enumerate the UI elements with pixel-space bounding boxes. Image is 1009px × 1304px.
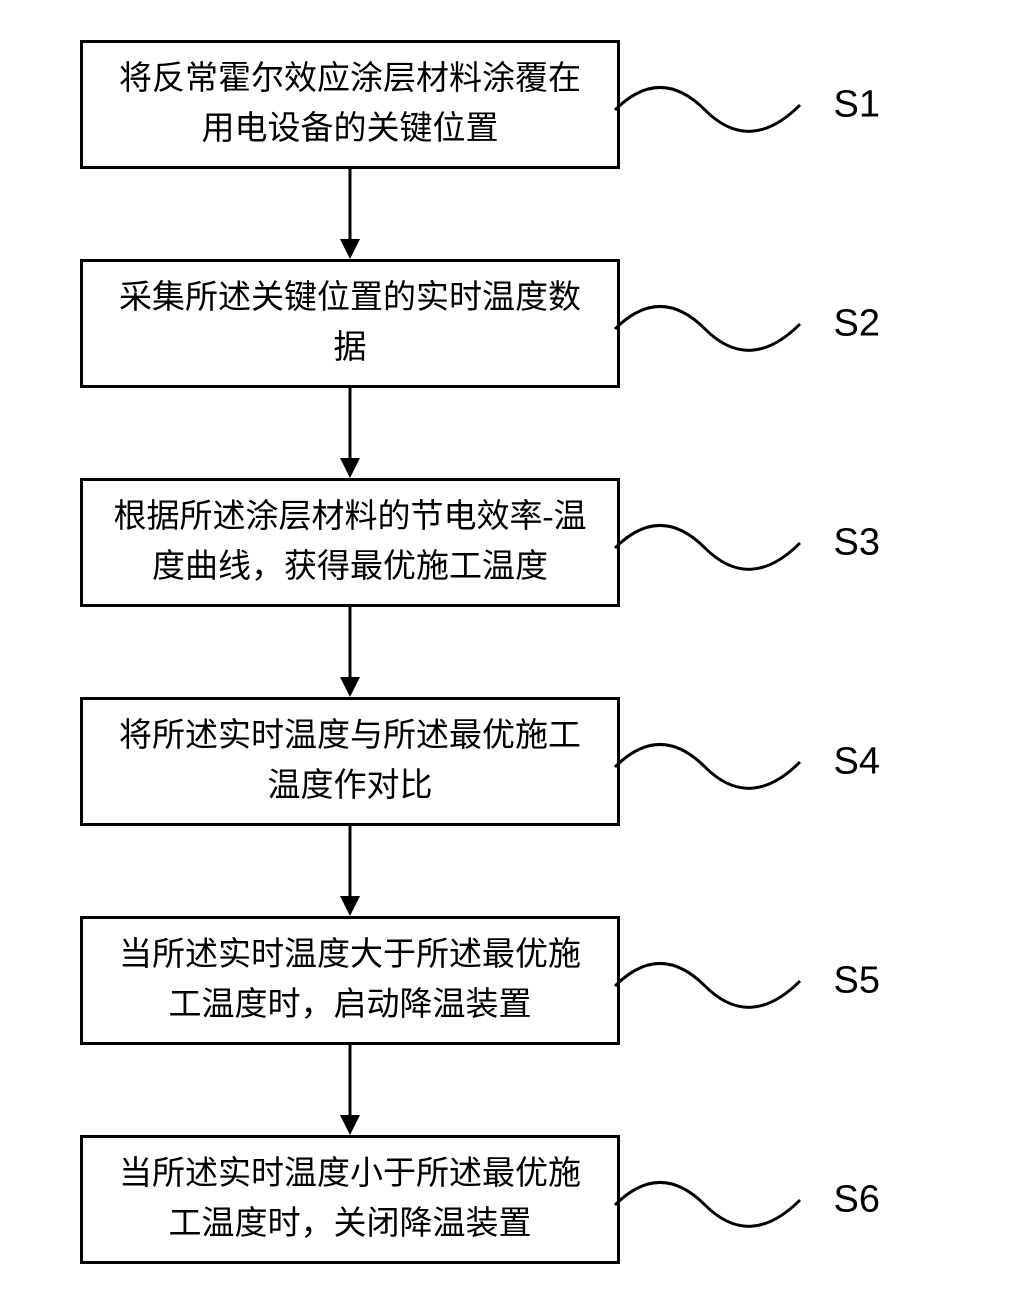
arrow-down-icon (348, 388, 352, 478)
step-row: 将反常霍尔效应涂层材料涂覆在用电设备的关键位置 S1 (80, 40, 810, 169)
step-box-s5: 当所述实时温度大于所述最优施工温度时，启动降温装置 (80, 916, 620, 1045)
arrow-container (80, 607, 620, 697)
step-label: S2 (834, 302, 880, 345)
arrow-container (80, 1045, 620, 1135)
wave-icon (610, 931, 810, 1031)
wave-connector: S4 (610, 712, 810, 812)
step-label: S4 (834, 740, 880, 783)
step-box-s3: 根据所述涂层材料的节电效率-温度曲线，获得最优施工温度 (80, 478, 620, 607)
flowchart-container: 将反常霍尔效应涂层材料涂覆在用电设备的关键位置 S1 采集所述关键位置的实时温度… (20, 40, 989, 1264)
wave-icon (610, 493, 810, 593)
step-row: 当所述实时温度大于所述最优施工温度时，启动降温装置 S5 (80, 916, 810, 1045)
step-box-s1: 将反常霍尔效应涂层材料涂覆在用电设备的关键位置 (80, 40, 620, 169)
wave-connector: S1 (610, 55, 810, 155)
wave-connector: S3 (610, 493, 810, 593)
arrow-container (80, 388, 620, 478)
step-box-s2: 采集所述关键位置的实时温度数据 (80, 259, 620, 388)
arrow-down-icon (348, 1045, 352, 1135)
step-label: S1 (834, 83, 880, 126)
step-row: 将所述实时温度与所述最优施工温度作对比 S4 (80, 697, 810, 826)
step-box-s4: 将所述实时温度与所述最优施工温度作对比 (80, 697, 620, 826)
step-box-s6: 当所述实时温度小于所述最优施工温度时，关闭降温装置 (80, 1135, 620, 1264)
wave-icon (610, 712, 810, 812)
step-label: S6 (834, 1178, 880, 1221)
wave-icon (610, 55, 810, 155)
wave-connector: S5 (610, 931, 810, 1031)
arrow-container (80, 169, 620, 259)
arrow-container (80, 826, 620, 916)
wave-connector: S2 (610, 274, 810, 374)
step-row: 根据所述涂层材料的节电效率-温度曲线，获得最优施工温度 S3 (80, 478, 810, 607)
wave-icon (610, 1150, 810, 1250)
arrow-down-icon (348, 607, 352, 697)
step-label: S3 (834, 521, 880, 564)
step-row: 当所述实时温度小于所述最优施工温度时，关闭降温装置 S6 (80, 1135, 810, 1264)
step-label: S5 (834, 959, 880, 1002)
wave-connector: S6 (610, 1150, 810, 1250)
arrow-down-icon (348, 826, 352, 916)
wave-icon (610, 274, 810, 374)
arrow-down-icon (348, 169, 352, 259)
step-row: 采集所述关键位置的实时温度数据 S2 (80, 259, 810, 388)
